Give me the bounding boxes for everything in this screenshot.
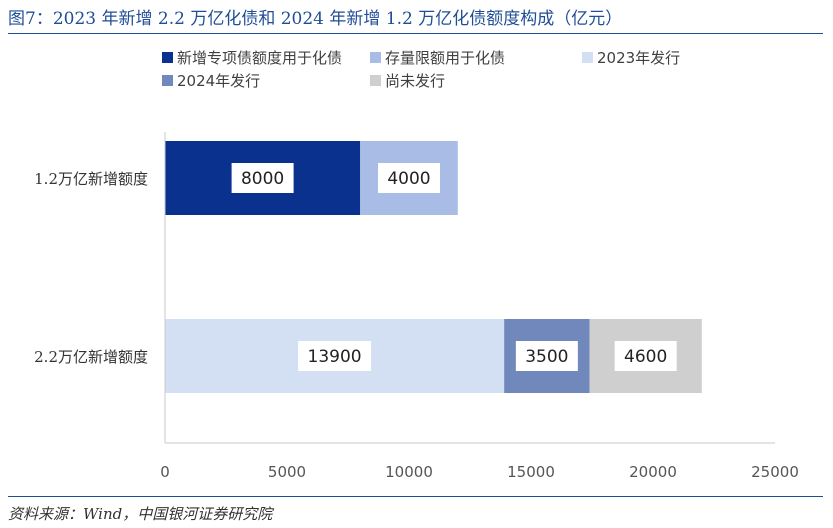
figure-source: 资料来源：Wind，中国银河证券研究院 bbox=[8, 505, 273, 523]
legend: 新增专项债额度用于化债 存量限额用于化债 2023年发行 2024年发行 尚未发行 bbox=[162, 49, 680, 90]
category-labels: 1.2万亿新增额度 2.2万亿新增额度 bbox=[34, 170, 148, 366]
legend-swatch bbox=[582, 52, 593, 63]
data-label-box bbox=[515, 341, 578, 371]
data-label: 4600 bbox=[624, 347, 667, 367]
legend-swatch bbox=[370, 75, 381, 86]
data-label-box bbox=[378, 163, 440, 193]
legend-label: 2023年发行 bbox=[597, 49, 680, 67]
legend-swatch bbox=[370, 52, 381, 63]
data-label: 3500 bbox=[525, 347, 568, 367]
figure-title: 图7：2023 年新增 2.2 万亿化债和 2024 年新增 1.2 万亿化债额… bbox=[8, 9, 623, 29]
x-tick-label: 10000 bbox=[385, 463, 433, 481]
data-label-box bbox=[298, 341, 372, 371]
x-axis: 0 5000 10000 15000 20000 25000 bbox=[160, 132, 799, 481]
data-label: 8000 bbox=[241, 169, 284, 189]
category-label: 2.2万亿新增额度 bbox=[34, 348, 148, 366]
x-tick-label: 0 bbox=[160, 463, 170, 481]
source-rule bbox=[8, 496, 823, 497]
data-label-box bbox=[614, 341, 677, 371]
x-tick-label: 15000 bbox=[507, 463, 555, 481]
legend-swatch bbox=[162, 75, 173, 86]
x-tick-label: 20000 bbox=[629, 463, 677, 481]
legend-label: 2024年发行 bbox=[177, 72, 260, 90]
legend-label: 新增专项债额度用于化债 bbox=[177, 49, 342, 67]
data-label: 4000 bbox=[387, 169, 430, 189]
data-label: 13900 bbox=[308, 347, 362, 367]
title-rule bbox=[8, 33, 823, 34]
legend-label: 存量限额用于化债 bbox=[385, 49, 505, 67]
legend-swatch bbox=[162, 52, 173, 63]
legend-label: 尚未发行 bbox=[385, 72, 445, 90]
bars: 8000 4000 13900 3500 4600 bbox=[165, 141, 702, 393]
x-tick-label: 5000 bbox=[268, 463, 306, 481]
data-label-box bbox=[231, 163, 294, 193]
category-label: 1.2万亿新增额度 bbox=[34, 170, 148, 188]
x-tick-label: 25000 bbox=[751, 463, 799, 481]
